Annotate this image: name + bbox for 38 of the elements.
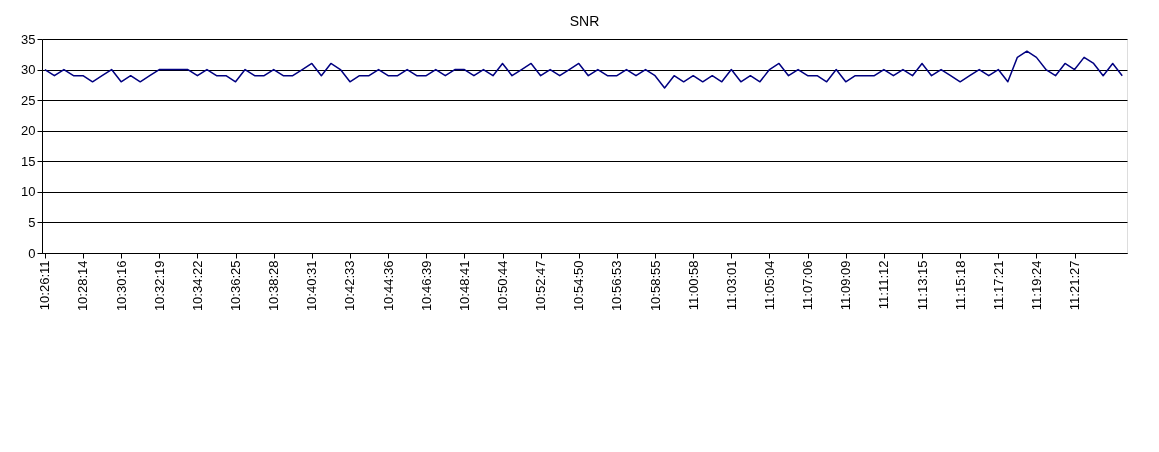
x-tick-label: 10:52:47 bbox=[533, 260, 549, 312]
x-tick-label: 11:07:06 bbox=[800, 260, 816, 311]
x-tick-label: 10:36:25 bbox=[228, 260, 244, 312]
chart-title: SNR bbox=[569, 13, 600, 29]
x-tick-label: 10:40:31 bbox=[304, 260, 320, 312]
y-tick-label: 20 bbox=[21, 123, 36, 139]
x-tick-label: 11:00:58 bbox=[685, 260, 701, 311]
x-tick-label: 10:46:39 bbox=[418, 260, 434, 312]
x-tick-label: 10:54:50 bbox=[571, 260, 587, 312]
y-tick-label: 5 bbox=[28, 214, 36, 230]
x-tick-label: 10:42:33 bbox=[342, 260, 358, 312]
line-series bbox=[44, 50, 1123, 89]
x-tick-label: 10:26:11 bbox=[37, 260, 53, 311]
x-tick-label: 10:56:53 bbox=[609, 260, 625, 312]
x-tick-label: 11:11:12 bbox=[876, 260, 892, 310]
y-tick-label: 25 bbox=[21, 92, 36, 108]
y-tick-label: 0 bbox=[28, 245, 36, 261]
y-tick-label: 15 bbox=[21, 153, 36, 169]
x-tick-label: 10:48:41 bbox=[456, 260, 472, 312]
x-tick-label: 11:05:04 bbox=[761, 260, 777, 311]
x-tick-label: 11:19:24 bbox=[1028, 260, 1044, 311]
x-tick-label: 11:09:09 bbox=[838, 260, 854, 311]
x-tick-label: 10:30:16 bbox=[113, 260, 129, 312]
x-tick-label: 10:50:44 bbox=[495, 260, 511, 312]
y-tick-label: 35 bbox=[21, 31, 36, 47]
x-tick-label: 11:03:01 bbox=[723, 260, 739, 311]
x-tick-label: 10:44:36 bbox=[380, 260, 396, 312]
x-tick-label: 10:32:19 bbox=[151, 260, 167, 312]
x-tick-label: 11:15:18 bbox=[952, 260, 968, 311]
x-tick-label: 11:13:15 bbox=[914, 260, 930, 311]
x-tick-label: 11:17:21 bbox=[990, 260, 1006, 311]
y-tick-label: 10 bbox=[21, 184, 36, 200]
x-tick-label: 10:28:14 bbox=[75, 260, 91, 312]
x-tick-label: 10:34:22 bbox=[189, 260, 205, 312]
x-tick-label: 10:58:55 bbox=[647, 260, 663, 312]
x-tick-label: 10:38:28 bbox=[266, 260, 282, 312]
y-tick-label: 30 bbox=[21, 62, 36, 78]
x-tick-label: 11:21:27 bbox=[1067, 260, 1083, 311]
